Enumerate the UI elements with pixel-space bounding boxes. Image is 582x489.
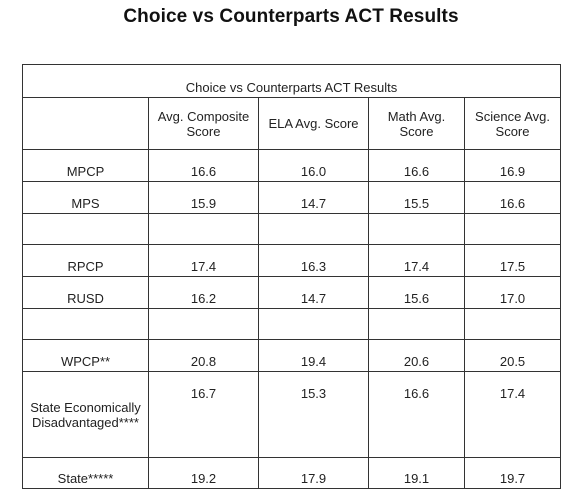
table-cell: 17.4 (368, 244, 465, 277)
header-science: Science Avg. Score (463, 97, 562, 150)
act-results-table: Choice vs Counterparts ACT Results Avg. … (21, 64, 562, 489)
row-label-mpcp: MPCP (22, 149, 149, 182)
table-cell: 17.5 (463, 244, 562, 277)
table-cell: 14.7 (258, 181, 369, 214)
table-cell: 16.0 (258, 149, 369, 182)
table-cell: 17.9 (258, 457, 369, 489)
table-cell: 17.0 (463, 276, 562, 309)
table-cell: 19.7 (463, 457, 562, 489)
table-cell (463, 213, 562, 245)
page-title: Choice vs Counterparts ACT Results (123, 6, 459, 27)
table-cell: 19.2 (148, 457, 259, 489)
row-label-rusd: RUSD (22, 276, 149, 309)
table-cell (258, 213, 369, 245)
table-cell: 17.4 (463, 371, 562, 458)
table-caption: Choice vs Counterparts ACT Results (21, 64, 562, 98)
row-label-state: State***** (22, 457, 149, 489)
row-label-mps: MPS (22, 181, 149, 214)
header-composite: Avg. Composite Score (148, 97, 259, 150)
table-cell: 20.6 (368, 339, 465, 372)
table-cell: 16.2 (148, 276, 259, 309)
table-cell: 15.9 (148, 181, 259, 214)
table-row: MPCP 16.6 16.0 16.6 16.9 (22, 149, 562, 182)
table-row: MPS 15.9 14.7 15.5 16.6 (22, 181, 562, 214)
table-row: WPCP** 20.8 19.4 20.6 20.5 (22, 339, 562, 372)
table-cell (463, 308, 562, 340)
table-cell (368, 213, 465, 245)
header-ela: ELA Avg. Score (258, 97, 369, 150)
table-cell: 15.5 (368, 181, 465, 214)
table-cell: 15.6 (368, 276, 465, 309)
table-cell (22, 308, 149, 340)
row-label-state-econ-disadvantaged: State Economically Disadvantaged**** (22, 371, 149, 458)
table-cell: 20.5 (463, 339, 562, 372)
table-cell: 16.6 (148, 149, 259, 182)
table-cell: 16.3 (258, 244, 369, 277)
table-cell: 16.7 (148, 371, 259, 458)
header-math: Math Avg. Score (368, 97, 465, 150)
table-cell (22, 213, 149, 245)
table-cell: 17.4 (148, 244, 259, 277)
table-row: RUSD 16.2 14.7 15.6 17.0 (22, 276, 562, 309)
header-empty-cell (22, 97, 149, 150)
table-cell (258, 308, 369, 340)
table-cell (148, 213, 259, 245)
row-label-wpcp: WPCP** (22, 339, 149, 372)
table-cell: 16.6 (463, 181, 562, 214)
row-label-rpcp: RPCP (22, 244, 149, 277)
table-row: State Economically Disadvantaged**** 16.… (22, 371, 562, 458)
table-cell: 15.3 (258, 371, 369, 458)
table-row-empty (22, 308, 562, 340)
table-cell: 14.7 (258, 276, 369, 309)
table-cell: 19.1 (368, 457, 465, 489)
table-cell (368, 308, 465, 340)
table-cell: 16.6 (368, 149, 465, 182)
table-cell: 19.4 (258, 339, 369, 372)
table-cell: 16.9 (463, 149, 562, 182)
table-cell (148, 308, 259, 340)
table-row: RPCP 17.4 16.3 17.4 17.5 (22, 244, 562, 277)
table-cell: 16.6 (368, 371, 465, 458)
table-cell: 20.8 (148, 339, 259, 372)
table-row-empty (22, 213, 562, 245)
table-row: State***** 19.2 17.9 19.1 19.7 (22, 457, 562, 489)
